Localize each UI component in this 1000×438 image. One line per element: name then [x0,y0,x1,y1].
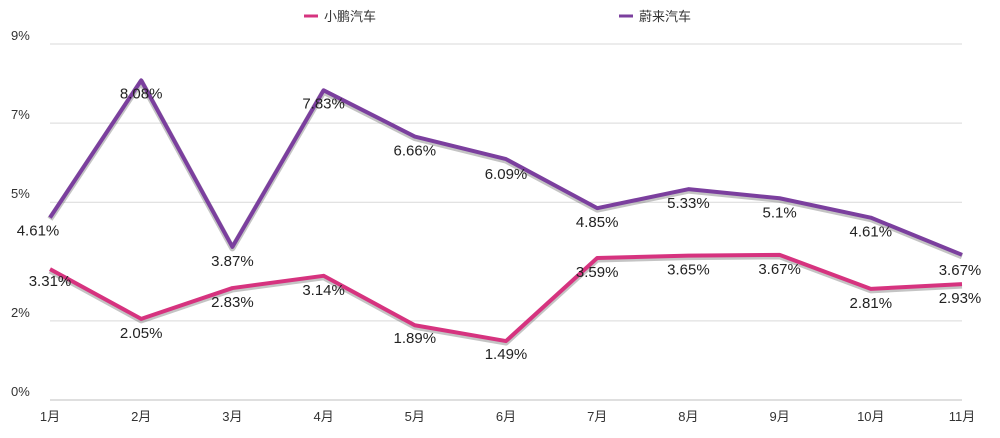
data-label: 8.08% [120,85,163,102]
x-tick-label: 3月 [222,409,242,424]
series-shadow [48,253,963,346]
data-label: 7.83% [302,95,345,112]
y-axis-ticks: 0% 2% 5% 7% 9% [11,28,30,399]
x-tick-label: 2月 [131,409,151,424]
data-label: 3.31% [29,273,72,290]
y-tick-label: 2% [11,305,30,320]
data-label: 2.93% [939,290,982,307]
data-label: 6.66% [394,143,437,160]
data-label: 4.61% [17,223,60,240]
data-label: 5.33% [667,195,710,212]
data-label: 5.1% [762,204,796,221]
y-tick-label: 5% [11,186,30,201]
data-label: 2.83% [211,294,254,311]
data-label: 1.89% [394,330,437,347]
legend-label: 小鹏汽车 [324,9,376,24]
legend-label: 蔚来汽车 [639,9,691,24]
data-label: 1.49% [485,346,528,363]
series-line [49,252,963,344]
x-tick-label: 5月 [405,409,425,424]
data-label: 4.61% [850,224,893,241]
y-tick-label: 7% [11,107,30,122]
data-label: 3.67% [939,262,982,279]
y-tick-label: 9% [11,28,30,43]
legend: 小鹏汽车 蔚来汽车 [304,9,691,24]
data-label-layer: 3.31% 2.05% 2.83% 3.14% 1.89% 1.49% 3.59% 3.65%… [17,85,982,363]
x-tick-label: 10月 [857,409,884,424]
x-tick-label: 8月 [678,409,698,424]
data-label: 4.85% [576,214,619,231]
y-tick-label: 0% [11,384,30,399]
x-tick-label: 6月 [496,409,516,424]
x-tick-label: 1月 [40,409,60,424]
data-label: 2.05% [120,325,163,342]
data-label: 3.65% [667,262,710,279]
x-tick-label: 11月 [949,409,976,424]
data-label: 6.09% [485,166,528,183]
data-label: 3.67% [758,261,801,278]
x-tick-label: 7月 [587,409,607,424]
data-label: 3.14% [302,282,345,299]
data-label: 3.87% [211,253,254,270]
series-line [48,78,963,257]
x-tick-label: 4月 [313,409,333,424]
data-label: 3.59% [576,264,619,281]
x-axis-ticks: 1月 2月 3月 4月 5月 6月 7月 8月 9月 10月 11月 [40,409,975,424]
data-label: 2.81% [850,295,893,312]
series-layer [47,78,964,346]
x-tick-label: 9月 [769,409,789,424]
grid-layer [50,43,962,401]
